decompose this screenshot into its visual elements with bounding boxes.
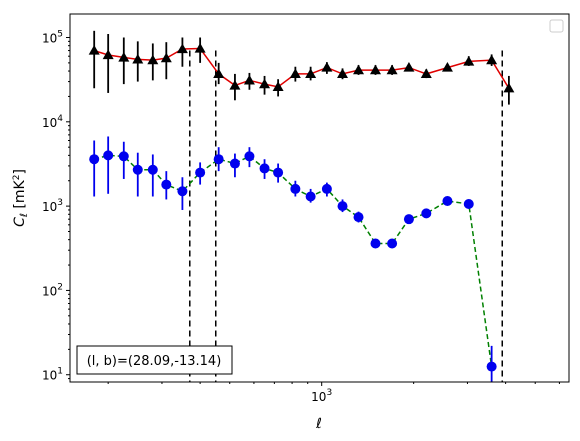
- data-point: [369, 64, 381, 75]
- data-point: [88, 45, 100, 55]
- y-tick-label: 105: [42, 30, 63, 46]
- annotation-text: (l, b)=(28.09,-13.14): [87, 354, 222, 369]
- data-point: [290, 183, 301, 194]
- data-point: [353, 64, 365, 75]
- data-point: [102, 49, 114, 60]
- plot-background: [70, 14, 569, 382]
- data-point: [353, 212, 364, 223]
- data-point: [103, 150, 114, 161]
- data-point: [213, 154, 224, 165]
- data-point: [420, 68, 432, 79]
- data-point: [442, 196, 453, 207]
- data-point: [194, 43, 206, 53]
- data-point: [259, 78, 271, 89]
- data-point: [305, 68, 317, 79]
- vertical-markers: [189, 50, 504, 382]
- data-point: [118, 151, 129, 162]
- y-tick-label: 102: [42, 282, 63, 298]
- data-point: [243, 74, 255, 85]
- data-point: [132, 53, 144, 64]
- x-axis-ticks: 103: [107, 382, 560, 404]
- data-point: [161, 179, 172, 190]
- data-point: [160, 52, 172, 63]
- data-point: [441, 62, 453, 72]
- data-point: [370, 238, 381, 249]
- data-point: [403, 214, 414, 225]
- y-tick-label: 101: [42, 367, 63, 383]
- data-point: [486, 361, 497, 372]
- x-tick-label: 103: [311, 388, 332, 404]
- data-point: [387, 238, 398, 249]
- x-axis-label: ℓ: [315, 416, 322, 432]
- data-point: [147, 164, 158, 175]
- data-point: [229, 158, 240, 169]
- data-point: [213, 68, 225, 79]
- legend-box: [549, 19, 564, 33]
- data-point: [321, 183, 332, 194]
- y-tick-label: 103: [42, 198, 63, 214]
- data-point: [503, 82, 515, 93]
- data-point: [195, 167, 206, 178]
- data-point: [229, 79, 241, 90]
- data-point: [177, 186, 188, 197]
- y-axis-ticks: 101 102 103 104 105: [42, 30, 70, 383]
- data-point: [147, 54, 159, 65]
- data-point: [132, 164, 143, 175]
- data-point: [463, 198, 474, 209]
- data-point: [421, 208, 432, 219]
- data-point: [463, 55, 475, 66]
- data-point: [289, 68, 301, 79]
- data-point: [321, 62, 333, 72]
- data-point: [337, 68, 349, 79]
- data-point: [305, 191, 316, 202]
- data-point: [176, 43, 188, 54]
- data-point: [403, 62, 415, 72]
- series-layer: [88, 30, 515, 382]
- y-axis-label: Cℓ [mK2]: [12, 169, 30, 227]
- data-point: [89, 154, 100, 165]
- data-point: [486, 54, 498, 65]
- series-circle: [89, 136, 497, 382]
- series-triangle: [88, 30, 515, 105]
- plot-frame: [69, 13, 570, 383]
- data-point: [118, 51, 130, 62]
- data-point: [244, 151, 255, 162]
- data-point: [273, 167, 284, 178]
- annotation-box: (l, b)=(28.09,-13.14): [76, 345, 233, 375]
- data-point: [272, 81, 284, 91]
- data-point: [337, 201, 348, 212]
- y-tick-label: 104: [42, 114, 63, 130]
- data-point: [259, 163, 270, 174]
- data-point: [386, 64, 398, 75]
